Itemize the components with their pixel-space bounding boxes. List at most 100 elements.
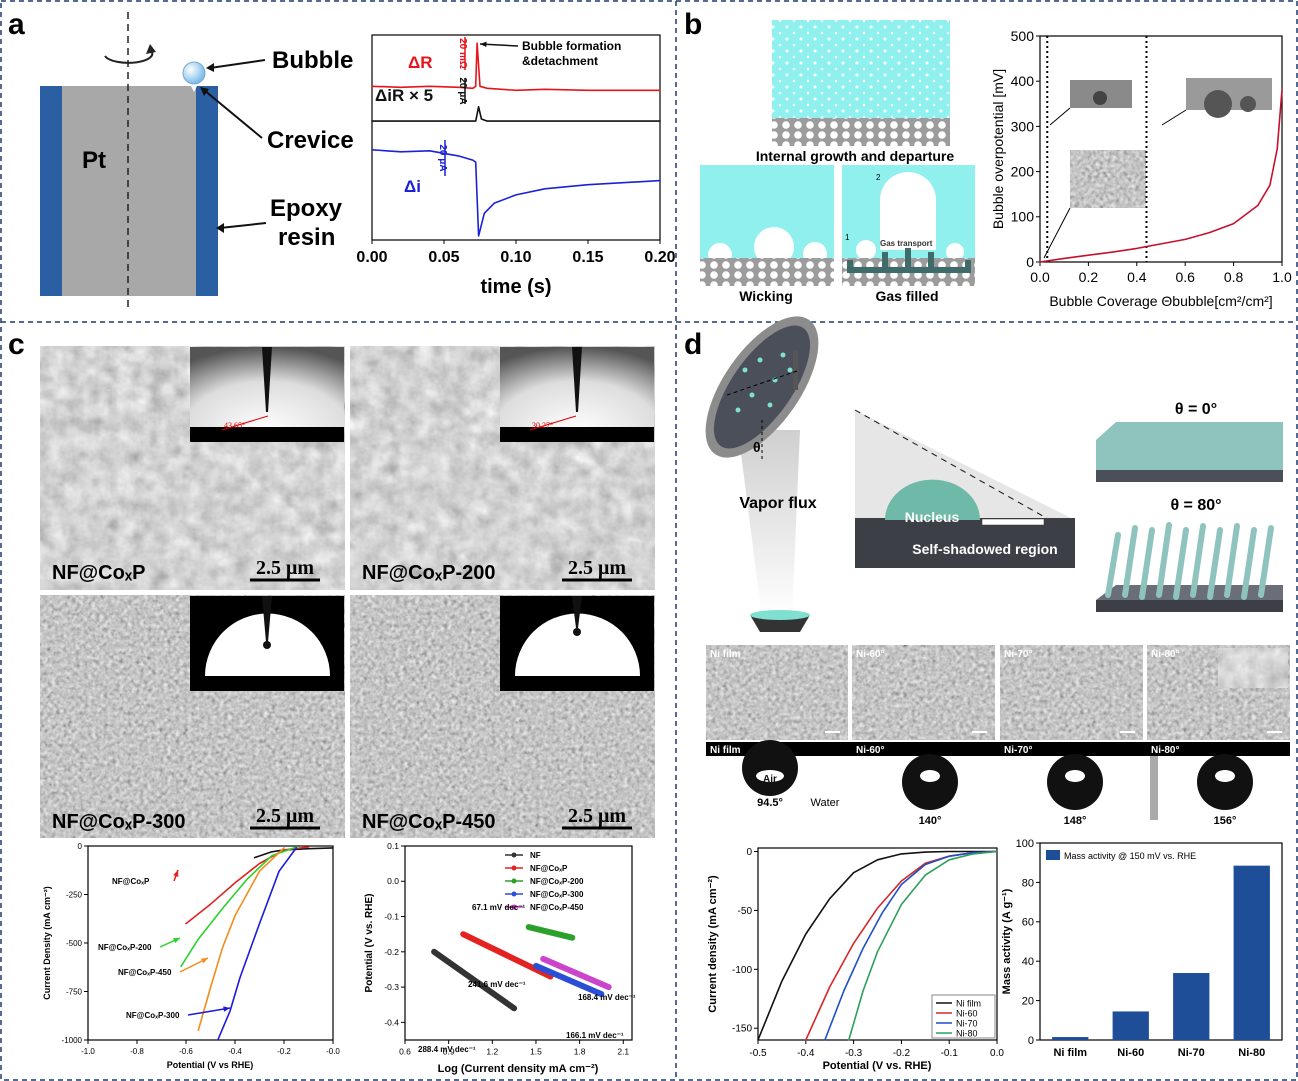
x-tick-label: -0.4 [228, 1047, 242, 1056]
x-tick-label: -0.4 [797, 1048, 815, 1059]
scale-bar: 2.5 μm [256, 805, 314, 827]
x-tick-label: 1.8 [574, 1047, 586, 1057]
x-tick-label: Ni film [1053, 1047, 1087, 1059]
label: Epoxy [270, 195, 343, 222]
scale-bar-label: 20 mΩ [457, 38, 468, 69]
bar [1173, 973, 1209, 1040]
y-tick-label: 200 [1011, 164, 1035, 180]
y-tick-label: 0 [78, 842, 83, 851]
series-label: NF@CoₓP [112, 877, 150, 886]
y-tick-label: -250 [66, 890, 83, 899]
y-axis-label: Mass activity (A g⁻¹) [1001, 888, 1013, 994]
x-tick-label: 0.2 [1079, 269, 1099, 285]
x-tick-label: -0.8 [130, 1047, 144, 1056]
y-tick-label: 400 [1011, 73, 1035, 89]
x-tick-label: 0.6 [1175, 269, 1195, 285]
x-tick-label: 0.20 [644, 249, 675, 266]
y-tick-label: -50 [738, 906, 753, 917]
legend-label: Ni-70 [956, 1019, 978, 1029]
bar [1113, 1011, 1149, 1040]
y-axis-label: Potential (V vs. RHE) [364, 894, 375, 993]
legend-label: Ni film [956, 999, 981, 1009]
label: Water [811, 797, 840, 809]
x-axis-label: Potential (V vs RHE) [167, 1060, 254, 1070]
y-axis-label: Current Density (mA cm⁻²) [42, 886, 52, 999]
electrode-diagram [40, 12, 266, 312]
legend-label: Ni-80 [956, 1029, 978, 1039]
legend-swatch [512, 892, 517, 897]
series-label: ΔiR × 5 [375, 86, 433, 105]
x-tick-label: 0.10 [500, 249, 531, 266]
y-tick-label: -150 [732, 1024, 752, 1035]
y-tick-label: -1000 [62, 1036, 83, 1045]
y-tick-label: 300 [1011, 118, 1035, 134]
label: Gas transport [880, 239, 933, 248]
label: Crevice [267, 127, 354, 154]
label: 2 [876, 173, 881, 182]
contact-angle: 156° [1214, 815, 1237, 827]
y-axis-label: Current density (mA cm⁻²) [707, 875, 719, 1013]
x-axis-label: Bubble Coverage Θbubble[cm²/cm²] [1049, 293, 1272, 309]
y-tick-label: 100 [1016, 838, 1034, 850]
y-tick-label: -0.2 [384, 947, 399, 957]
scale-bar: 2.5 μm [568, 557, 626, 579]
y-tick-label: 0.1 [387, 841, 399, 851]
droplet-label: Ni-60° [856, 745, 884, 756]
y-tick-label: -500 [66, 939, 83, 948]
scale-bar-label: 20 μA [457, 77, 468, 104]
label: Pt [82, 147, 106, 174]
x-tick-label: 0.0 [1030, 269, 1050, 285]
x-tick-label: 2.1 [617, 1047, 629, 1057]
legend-label: NF@CoₓP-300 [530, 890, 584, 899]
slope-label: 67.1 mV dec⁻¹ [472, 903, 525, 912]
data-line [529, 927, 573, 938]
y-tick-label: -100 [732, 965, 752, 976]
legend-label: NF [530, 851, 541, 860]
x-tick-label: -0.1 [941, 1048, 959, 1059]
label: Vapor flux [739, 495, 816, 512]
x-tick-label: -0.6 [179, 1047, 193, 1056]
contact-angle: 140° [919, 815, 942, 827]
label: Gas filled [875, 288, 938, 304]
legend-label: Ni-60 [956, 1009, 978, 1019]
droplet-label: Ni-70° [1004, 745, 1032, 756]
slope-label: 241.6 mV dec⁻¹ [468, 980, 526, 989]
plot-frame [1040, 36, 1282, 262]
label: Air [763, 774, 777, 785]
y-tick-label: 20 [1022, 995, 1034, 1007]
y-tick-label: 60 [1022, 917, 1034, 929]
y-tick-label: -0.3 [384, 982, 399, 992]
label: Nucleus [905, 509, 960, 525]
legend-label: NF@CoₓP-200 [530, 877, 584, 886]
legend-swatch [1046, 850, 1060, 860]
bar [1234, 866, 1270, 1040]
data-line [463, 934, 550, 976]
droplet-label: Ni film [710, 745, 741, 756]
y-tick-label: 40 [1022, 956, 1034, 968]
sample-label: NF@CoₓP-450 [362, 811, 496, 833]
series-label: ΔR [408, 53, 433, 72]
panel-label: c [8, 328, 25, 361]
x-tick-label: 0.8 [1224, 269, 1244, 285]
contact-angle: 30.27° [532, 421, 553, 430]
y-tick-label: -750 [66, 987, 83, 996]
sample-label: NF@CoₓP-200 [362, 562, 496, 584]
x-tick-label: 1.2 [486, 1047, 498, 1057]
arrow-head [173, 870, 178, 877]
sem-label: Ni film [710, 649, 741, 660]
x-tick-label: -0.2 [893, 1048, 911, 1059]
arrow-head [480, 42, 487, 47]
contact-angle: 148° [1064, 815, 1087, 827]
x-tick-label: 0.05 [428, 249, 459, 266]
panel-label: a [8, 8, 25, 41]
x-tick-label: -0.0 [326, 1047, 340, 1056]
data-line [181, 847, 296, 966]
label: Wicking [739, 288, 793, 304]
sem-label: Ni-60° [856, 649, 884, 660]
slope-label: 288.4 mV dec⁻¹ [418, 1045, 476, 1054]
annotation: Bubble formation [522, 39, 621, 53]
series-label: NF@CoₓP-200 [98, 943, 152, 952]
label: 1 [845, 233, 850, 242]
x-tick-label: Ni-60 [1117, 1047, 1144, 1059]
data-line [186, 847, 309, 924]
